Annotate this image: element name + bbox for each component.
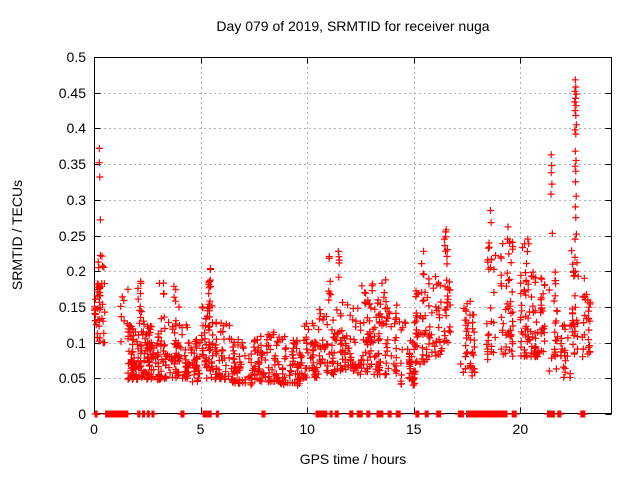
y-tick-label: 0.15: [58, 298, 86, 315]
x-tick-label: 20: [512, 421, 529, 437]
y-tick-label: 0.5: [66, 49, 86, 65]
plot-area: [91, 57, 612, 418]
x-tick-label: 15: [405, 421, 422, 437]
x-tick-label: 5: [196, 421, 205, 437]
chart-title: Day 079 of 2019, SRMTID for receiver nug…: [216, 18, 490, 34]
y-tick-label: 0.3: [66, 191, 86, 208]
y-tick-label: 0.4: [66, 120, 86, 137]
y-tick-label: 0: [78, 406, 86, 422]
y-tick-label: 0.35: [58, 156, 86, 173]
y-tick-label: 0.1: [66, 334, 86, 351]
y-tick-label: 0.25: [58, 227, 86, 244]
y-tick-label: 0.05: [58, 370, 86, 387]
x-axis-label: GPS time / hours: [299, 451, 407, 467]
scatter-points: [91, 76, 594, 418]
y-tick-label: 0.45: [58, 84, 86, 101]
y-tick-label: 0.2: [66, 263, 86, 280]
x-tick-label: 0: [90, 421, 98, 437]
x-tick-label: 10: [299, 421, 315, 437]
